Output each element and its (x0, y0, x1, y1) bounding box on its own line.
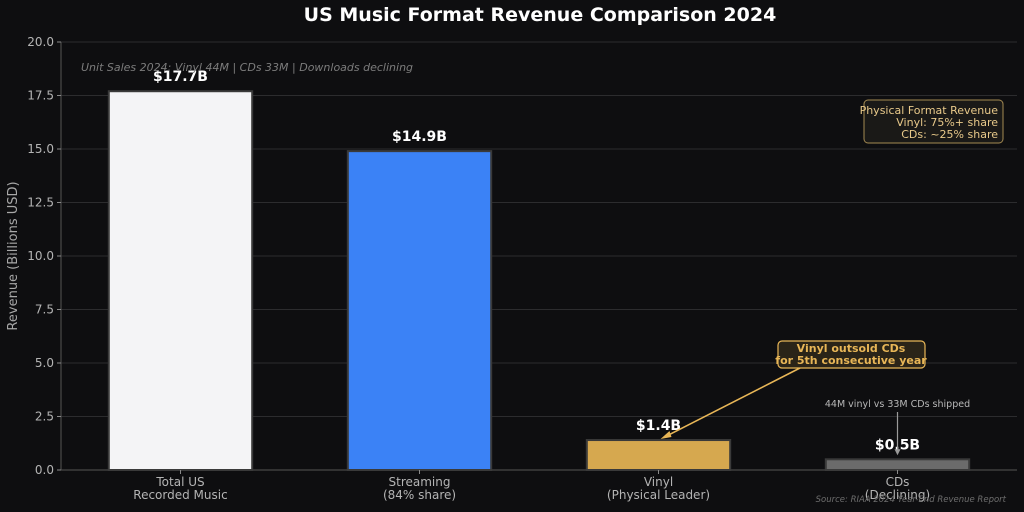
x-tick-label: Streaming (389, 475, 451, 489)
annotation-text: 44M vinyl vs 33M CDs shipped (825, 399, 970, 410)
bar-1 (346, 150, 493, 471)
legend-box (863, 99, 1004, 144)
value-label: $1.4B (636, 418, 681, 434)
x-tick-label: (Physical Leader) (607, 488, 710, 502)
x-tick-label: CDs (886, 475, 910, 489)
bars (107, 90, 971, 472)
x-tick-label: (Declining) (865, 488, 930, 502)
y-tick-label: 2.5 (35, 410, 54, 424)
bar-2 (585, 439, 732, 472)
y-axis-ticks: 0.0 2.5 5.0 7.5 10.0 12.5 15.0 17.5 20.0 (27, 35, 61, 477)
callout-arrowhead (660, 431, 672, 440)
unit-sales-note: Unit Sales 2024: Vinyl 44M | CDs 33M | D… (81, 61, 413, 74)
value-label: $17.7B (153, 69, 208, 85)
annotation-arrowhead (894, 449, 901, 456)
x-tick-label: Recorded Music (133, 488, 227, 502)
y-tick-label: 20.0 (27, 35, 54, 49)
bar-value-labels: $17.7B$14.9B$1.4B$0.5B (153, 69, 920, 453)
callout-box (777, 340, 926, 369)
y-tick-label: 15.0 (27, 142, 54, 156)
x-tick-label: Vinyl (644, 475, 673, 489)
y-tick-label: 10.0 (27, 249, 54, 263)
callout-line: Vinyl outsold CDs (797, 342, 906, 355)
y-tick-label: 5.0 (35, 356, 54, 370)
y-tick-label: 12.5 (27, 196, 54, 210)
x-tick-label: Total US (155, 475, 204, 489)
callout-line: for 5th consecutive year (775, 354, 927, 367)
source-note: Source: RIAA 2024 Year-End Revenue Repor… (816, 495, 1007, 505)
callout-arrow-line (664, 367, 801, 438)
bar-3 (824, 458, 971, 471)
legend-line: Vinyl: 75%+ share (896, 116, 998, 129)
y-tick-label: 17.5 (27, 89, 54, 103)
y-tick-label: 0.0 (35, 463, 54, 477)
chart-title: US Music Format Revenue Comparison 2024 (304, 4, 777, 26)
y-axis-label: Revenue (Billions USD) (6, 181, 21, 330)
shipment-annotation: 44M vinyl vs 33M CDs shipped (825, 399, 970, 456)
legend-line: CDs: ~25% share (901, 128, 998, 141)
bar-0 (107, 90, 254, 471)
legend-line: Physical Format Revenue (860, 104, 999, 117)
x-tick-label: (84% share) (383, 488, 456, 502)
y-tick-label: 7.5 (35, 303, 54, 317)
value-label: $14.9B (392, 129, 447, 145)
